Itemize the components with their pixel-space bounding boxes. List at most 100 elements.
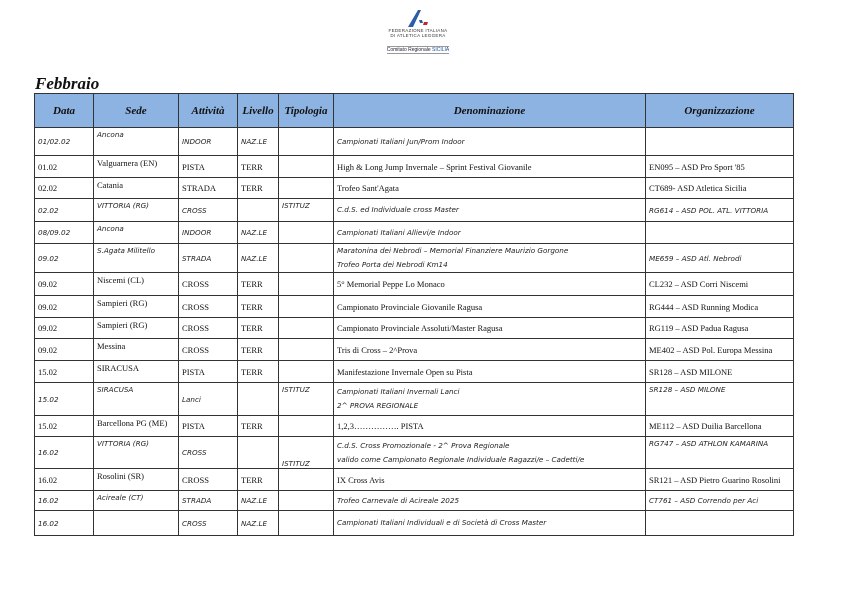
cell-data: 02.02 xyxy=(34,198,94,222)
denominazione-line: Campionati Italiani Allievi/e Indoor xyxy=(337,227,461,237)
cell-data: 15.02 xyxy=(34,382,94,416)
denominazione-line: High & Long Jump Invernale – Sprint Fest… xyxy=(337,161,532,172)
cell-tipologia xyxy=(278,127,334,156)
cell-tipologia xyxy=(278,415,334,437)
table-row: 08/09.02 Ancona INDOOR NAZ.LE Campionati Ita… xyxy=(34,221,794,244)
cell-denominazione: IX Cross Avis xyxy=(333,468,646,491)
cell-sede: VITTORIA (RG) xyxy=(93,436,179,469)
cell-organizzazione: RG444 – ASD Running Modica xyxy=(645,295,794,318)
cell-livello: NAZ.LE xyxy=(237,490,279,511)
cell-organizzazione: ME112 – ASD Duilia Barcellona xyxy=(645,415,794,437)
header-tipologia: Tipologia xyxy=(278,93,334,128)
cell-organizzazione: RG614 – ASD POL. ATL. VITTORIA xyxy=(645,198,794,222)
cell-tipologia xyxy=(278,272,334,296)
cell-data: 16.02 xyxy=(34,468,94,491)
cell-data: 01.02 xyxy=(34,155,94,178)
denominazione-line: C.d.S. ed Individuale cross Master xyxy=(337,205,459,214)
denominazione-line: Campionato Provinciale Assoluti/Master R… xyxy=(337,323,503,333)
cell-attivita: Lanci xyxy=(178,382,238,416)
cell-attivita: PISTA xyxy=(178,360,238,383)
logo-region: SICILIA xyxy=(432,47,450,53)
cell-organizzazione: RG119 – ASD Padua Ragusa xyxy=(645,317,794,339)
header-organizzazione: Organizzazione xyxy=(645,93,794,128)
cell-denominazione: High & Long Jump Invernale – Sprint Fest… xyxy=(333,155,646,178)
header-sede: Sede xyxy=(93,93,179,128)
cell-tipologia xyxy=(278,490,334,511)
cell-tipologia xyxy=(278,155,334,178)
denominazione-line: Campionati Italiani Invernali Lanci xyxy=(337,387,460,396)
cell-data: 16.02 xyxy=(34,510,94,536)
cell-livello: NAZ.LE xyxy=(237,243,279,273)
table-row: 09.02 S.Agata Militello STRADA NAZ.LE Marato… xyxy=(34,243,794,273)
cell-denominazione: Maratonina dei Nebrodi – Memorial Finanz… xyxy=(333,243,646,273)
cell-sede: Sampieri (RG) xyxy=(93,317,179,339)
cell-denominazione: Campionato Provinciale Assoluti/Master R… xyxy=(333,317,646,339)
table-row: 15.02 SIRACUSA PISTA TERR Manifestazione Inv… xyxy=(34,360,794,383)
cell-denominazione: 5° Memorial Peppe Lo Monaco xyxy=(333,272,646,296)
table-row: 16.02 Acireale (CT) STRADA NAZ.LE Trofeo Car… xyxy=(34,490,794,511)
denominazione-line: valido come Campionato Regionale Individ… xyxy=(337,454,585,464)
table-row: 02.02 Catania STRADA TERR Trofeo Sant'Agata C… xyxy=(34,177,794,199)
cell-data: 09.02 xyxy=(34,272,94,296)
table-row: 01/02.02 Ancona INDOOR NAZ.LE Campionati Ita… xyxy=(34,127,794,156)
logo-line-1: FEDERAZIONE ITALIANA xyxy=(388,28,448,33)
cell-denominazione: Trofeo Sant'Agata xyxy=(333,177,646,199)
cell-data: 09.02 xyxy=(34,295,94,318)
cell-attivita: CROSS xyxy=(178,295,238,318)
cell-data: 08/09.02 xyxy=(34,221,94,244)
events-table: Data Sede Attività Livello Tipologia Den… xyxy=(34,93,794,536)
cell-organizzazione: RG747 – ASD ATHLON KAMARINA xyxy=(645,436,794,469)
table-row: 09.02 Niscemi (CL) CROSS TERR 5° Memorial Pe… xyxy=(34,272,794,296)
header-data: Data xyxy=(34,93,94,128)
cell-sede: VITTORIA (RG) xyxy=(93,198,179,222)
fidal-emblem-icon xyxy=(408,10,428,27)
cell-attivita: CROSS xyxy=(178,338,238,361)
fidal-logo: FEDERAZIONE ITALIANA DI ATLETICA LEGGERA… xyxy=(368,8,468,54)
cell-sede: Valguarnera (EN) xyxy=(93,155,179,178)
cell-tipologia xyxy=(278,510,334,536)
cell-sede xyxy=(93,510,179,536)
cell-livello: TERR xyxy=(237,295,279,318)
cell-tipologia xyxy=(278,338,334,361)
cell-sede: Rosolini (SR) xyxy=(93,468,179,491)
cell-tipologia: ISTITUZ xyxy=(278,436,334,469)
cell-livello: TERR xyxy=(237,317,279,339)
cell-data: 15.02 xyxy=(34,360,94,383)
cell-organizzazione: EN095 – ASD Pro Sport '85 xyxy=(645,155,794,178)
cell-tipologia xyxy=(278,360,334,383)
table-row: 09.02 Messina CROSS TERR Tris di Cross – 2^P… xyxy=(34,338,794,361)
denominazione-line: Campionato Provinciale Giovanile Ragusa xyxy=(337,301,483,312)
cell-sede: Sampieri (RG) xyxy=(93,295,179,318)
cell-attivita: CROSS xyxy=(178,468,238,491)
cell-denominazione: C.d.S. Cross Promozionale - 2^ Prova Reg… xyxy=(333,436,646,469)
cell-organizzazione: CT761 – ASD Correndo per Aci xyxy=(645,490,794,511)
cell-denominazione: C.d.S. ed Individuale cross Master xyxy=(333,198,646,222)
cell-livello xyxy=(237,436,279,469)
cell-livello: NAZ.LE xyxy=(237,510,279,536)
denominazione-line: Manifestazione Invernale Open su Pista xyxy=(337,366,473,377)
cell-tipologia xyxy=(278,221,334,244)
cell-denominazione: Manifestazione Invernale Open su Pista xyxy=(333,360,646,383)
cell-sede: Catania xyxy=(93,177,179,199)
cell-tipologia xyxy=(278,468,334,491)
cell-organizzazione xyxy=(645,510,794,536)
table-row: 09.02 Sampieri (RG) CROSS TERR Campionato Pr… xyxy=(34,317,794,339)
cell-denominazione: Campionati Italiani Jun/Prom Indoor xyxy=(333,127,646,156)
cell-livello: TERR xyxy=(237,415,279,437)
cell-livello: TERR xyxy=(237,177,279,199)
denominazione-line: Trofeo Porta dei Nebrodi Km14 xyxy=(337,260,448,269)
cell-sede: Acireale (CT) xyxy=(93,490,179,511)
denominazione-line: Trofeo Sant'Agata xyxy=(337,183,399,193)
cell-organizzazione: CT689- ASD Atletica Sicilia xyxy=(645,177,794,199)
cell-attivita: INDOOR xyxy=(178,127,238,156)
table-row: 09.02 Sampieri (RG) CROSS TERR Campionato Pr… xyxy=(34,295,794,318)
cell-livello xyxy=(237,382,279,416)
cell-tipologia xyxy=(278,295,334,318)
cell-organizzazione xyxy=(645,221,794,244)
cell-denominazione: Tris di Cross – 2^Prova xyxy=(333,338,646,361)
cell-data: 15.02 xyxy=(34,415,94,437)
denominazione-line: 1,2,3……………. PISTA xyxy=(337,421,424,431)
cell-livello: TERR xyxy=(237,468,279,491)
cell-attivita: INDOOR xyxy=(178,221,238,244)
cell-attivita: CROSS xyxy=(178,510,238,536)
